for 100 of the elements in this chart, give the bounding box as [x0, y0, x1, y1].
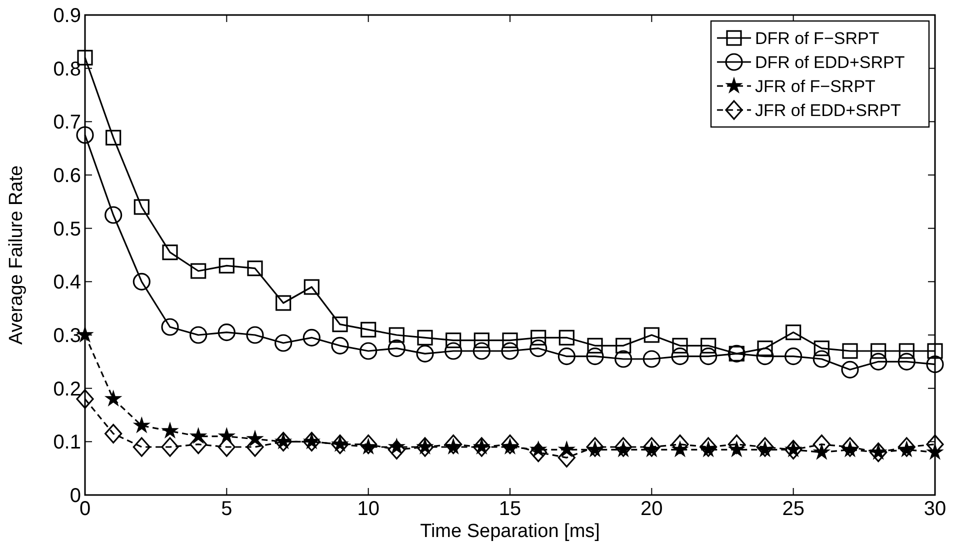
- point: [417, 330, 433, 346]
- point: [331, 434, 349, 454]
- point: [360, 322, 376, 338]
- point: [134, 199, 150, 215]
- point: [841, 360, 859, 378]
- point: [898, 437, 916, 457]
- point: [388, 440, 406, 460]
- x-tick-label: 15: [498, 498, 522, 520]
- point: [786, 324, 802, 340]
- point: [276, 295, 292, 311]
- point: [474, 332, 490, 348]
- y-tick-label: 0.9: [53, 5, 81, 27]
- point: [530, 442, 548, 462]
- y-tick-label: 0.3: [53, 325, 81, 347]
- point: [302, 328, 320, 346]
- point: [614, 437, 632, 457]
- point: [842, 343, 858, 359]
- point: [587, 338, 603, 354]
- point: [870, 343, 886, 359]
- point: [812, 350, 830, 368]
- y-tick-label: 0.4: [53, 272, 81, 294]
- point: [501, 434, 519, 454]
- y-tick-label: 0.1: [53, 432, 81, 454]
- x-axis-title: Time Separation [ms]: [420, 521, 600, 542]
- point: [106, 130, 122, 146]
- point: [246, 326, 264, 344]
- point: [190, 326, 208, 344]
- point: [926, 356, 944, 374]
- x-tick-label: 25: [782, 498, 804, 520]
- point: [558, 348, 576, 366]
- legend-label: JFR of EDD+SRPT: [755, 101, 901, 120]
- point: [927, 343, 943, 359]
- point: [331, 336, 349, 354]
- point: [700, 348, 718, 366]
- point: [586, 348, 604, 366]
- x-tick-label: 30: [924, 498, 946, 520]
- point: [586, 437, 604, 457]
- point: [360, 434, 378, 454]
- point: [756, 348, 774, 366]
- point: [416, 344, 434, 362]
- point: [501, 342, 519, 360]
- point: [728, 434, 746, 454]
- point: [700, 437, 718, 457]
- point: [332, 316, 348, 332]
- point: [757, 340, 773, 356]
- x-tick-label: 20: [640, 498, 663, 520]
- y-tick-label: 0.8: [53, 58, 81, 80]
- point: [784, 348, 802, 366]
- point: [162, 422, 178, 438]
- point: [134, 417, 150, 433]
- point: [161, 437, 179, 457]
- point: [870, 442, 888, 462]
- point: [870, 352, 888, 370]
- point: [105, 390, 122, 406]
- legend-label: DFR of F−SRPT: [755, 29, 880, 48]
- point: [161, 318, 179, 336]
- point: [132, 437, 150, 457]
- y-tick-label: 0.2: [53, 378, 81, 400]
- point: [644, 327, 660, 343]
- point: [898, 343, 914, 359]
- point: [898, 352, 916, 370]
- legend-label: DFR of EDD+SRPT: [755, 53, 905, 72]
- point: [190, 263, 206, 279]
- point: [671, 348, 689, 366]
- point: [841, 437, 859, 457]
- point: [502, 332, 518, 348]
- point: [814, 340, 830, 356]
- point: [616, 338, 632, 354]
- y-axis-title: Average Failure Rate: [6, 165, 27, 345]
- point: [104, 424, 122, 444]
- x-tick-label: 5: [221, 498, 232, 520]
- point: [472, 342, 490, 360]
- point: [360, 342, 378, 360]
- point: [672, 338, 688, 354]
- y-tick-label: 0.7: [53, 112, 81, 134]
- point: [530, 330, 546, 346]
- point: [104, 206, 122, 224]
- point: [162, 244, 178, 260]
- point: [756, 437, 774, 457]
- point: [274, 334, 292, 352]
- y-tick-label: 0.6: [53, 165, 81, 187]
- point: [530, 340, 548, 358]
- point: [642, 350, 660, 368]
- x-tick-label: 10: [357, 498, 380, 520]
- point: [388, 327, 404, 343]
- y-tick-label: 0.5: [53, 218, 81, 240]
- point: [444, 342, 462, 360]
- point: [446, 332, 462, 348]
- point: [642, 437, 660, 457]
- point: [444, 434, 462, 454]
- point: [388, 340, 406, 358]
- point: [700, 338, 716, 354]
- point: [558, 330, 574, 346]
- point: [614, 350, 632, 368]
- point: [218, 258, 234, 274]
- point: [132, 272, 150, 290]
- point: [671, 434, 689, 454]
- point: [218, 324, 236, 342]
- legend-label: JFR of F−SRPT: [755, 77, 876, 96]
- point: [247, 260, 263, 276]
